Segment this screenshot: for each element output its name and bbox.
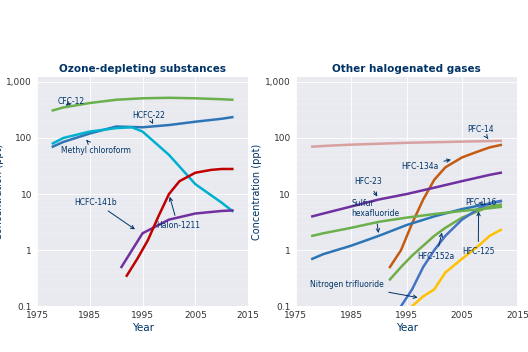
Text: Figure 4. Global Atmospheric Concentrations of Selected
Halogenated Gases, 1978–: Figure 4. Global Atmospheric Concentrati…: [97, 14, 431, 43]
Text: PFC-14: PFC-14: [468, 125, 494, 139]
Text: Nitrogen trifluoride: Nitrogen trifluoride: [309, 280, 417, 298]
Text: HFC-23: HFC-23: [354, 177, 382, 196]
Text: HCFC-141b: HCFC-141b: [74, 197, 134, 229]
Text: Halon-1211: Halon-1211: [156, 198, 200, 230]
X-axis label: Year: Year: [395, 323, 418, 333]
Title: Other halogenated gases: Other halogenated gases: [332, 64, 481, 74]
Text: PFC-116: PFC-116: [465, 197, 496, 207]
Text: HFC-134a: HFC-134a: [401, 159, 450, 171]
Text: Methyl chloroform: Methyl chloroform: [61, 140, 130, 155]
Text: Sulfur
hexafluoride: Sulfur hexafluoride: [351, 199, 399, 232]
Title: Ozone-depleting substances: Ozone-depleting substances: [59, 64, 226, 74]
Text: HFC-152a: HFC-152a: [418, 234, 455, 261]
Y-axis label: Concentration (ppt): Concentration (ppt): [252, 144, 262, 240]
X-axis label: Year: Year: [131, 323, 154, 333]
Text: HFC-125: HFC-125: [462, 213, 495, 256]
Text: CFC-12: CFC-12: [58, 97, 85, 106]
Text: HCFC-22: HCFC-22: [132, 111, 165, 123]
Y-axis label: Concentration (ppt): Concentration (ppt): [0, 144, 4, 240]
